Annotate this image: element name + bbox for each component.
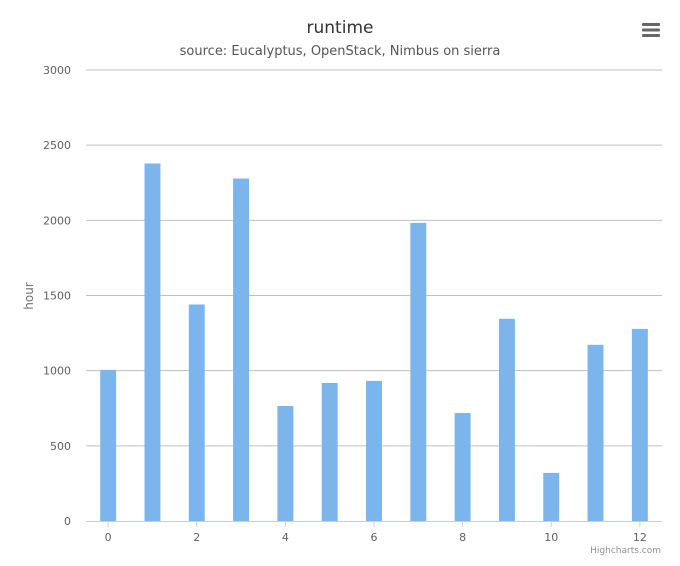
bar-5[interactable] bbox=[321, 382, 338, 521]
y-axis-ticks: 0 500 1000 1500 2000 2500 3000 bbox=[43, 64, 71, 528]
x-tick-label: 6 bbox=[371, 531, 378, 544]
bar-12[interactable] bbox=[631, 328, 648, 521]
x-tick-label: 0 bbox=[105, 531, 112, 544]
y-axis-label: hour bbox=[22, 282, 36, 310]
bar-3[interactable] bbox=[233, 178, 250, 522]
bar-8[interactable] bbox=[454, 413, 471, 521]
bar-2[interactable] bbox=[188, 304, 205, 521]
y-tick-label: 500 bbox=[50, 440, 71, 453]
y-tick-label: 1000 bbox=[43, 365, 71, 378]
chart-subtitle: source: Eucalyptus, OpenStack, Nimbus on… bbox=[180, 44, 501, 59]
bar-6[interactable] bbox=[366, 380, 382, 521]
y-tick-label: 2500 bbox=[43, 139, 71, 152]
x-axis: 0 2 4 6 8 10 12 bbox=[86, 521, 662, 544]
bar-1[interactable] bbox=[144, 163, 161, 522]
bar-series bbox=[100, 163, 648, 522]
x-tick-label: 10 bbox=[544, 531, 558, 544]
bar-9[interactable] bbox=[498, 318, 515, 521]
credits-link[interactable]: Highcharts.com bbox=[590, 546, 661, 556]
x-tick-label: 8 bbox=[459, 531, 466, 544]
bar-7[interactable] bbox=[410, 222, 427, 521]
bar-4[interactable] bbox=[277, 405, 294, 521]
y-tick-label: 1500 bbox=[43, 290, 71, 303]
hamburger-menu-icon[interactable] bbox=[642, 23, 660, 37]
bar-0[interactable] bbox=[100, 369, 117, 521]
x-tick-label: 4 bbox=[282, 531, 289, 544]
x-tick-label: 12 bbox=[633, 531, 647, 544]
y-tick-label: 2000 bbox=[43, 214, 71, 227]
y-tick-label: 3000 bbox=[43, 64, 71, 77]
y-tick-label: 0 bbox=[64, 515, 71, 528]
bar-10[interactable] bbox=[543, 472, 560, 521]
bar-11[interactable] bbox=[587, 344, 604, 521]
x-tick-label: 2 bbox=[193, 531, 200, 544]
chart-menu-button[interactable] bbox=[638, 18, 664, 40]
chart-title: runtime bbox=[307, 18, 374, 38]
